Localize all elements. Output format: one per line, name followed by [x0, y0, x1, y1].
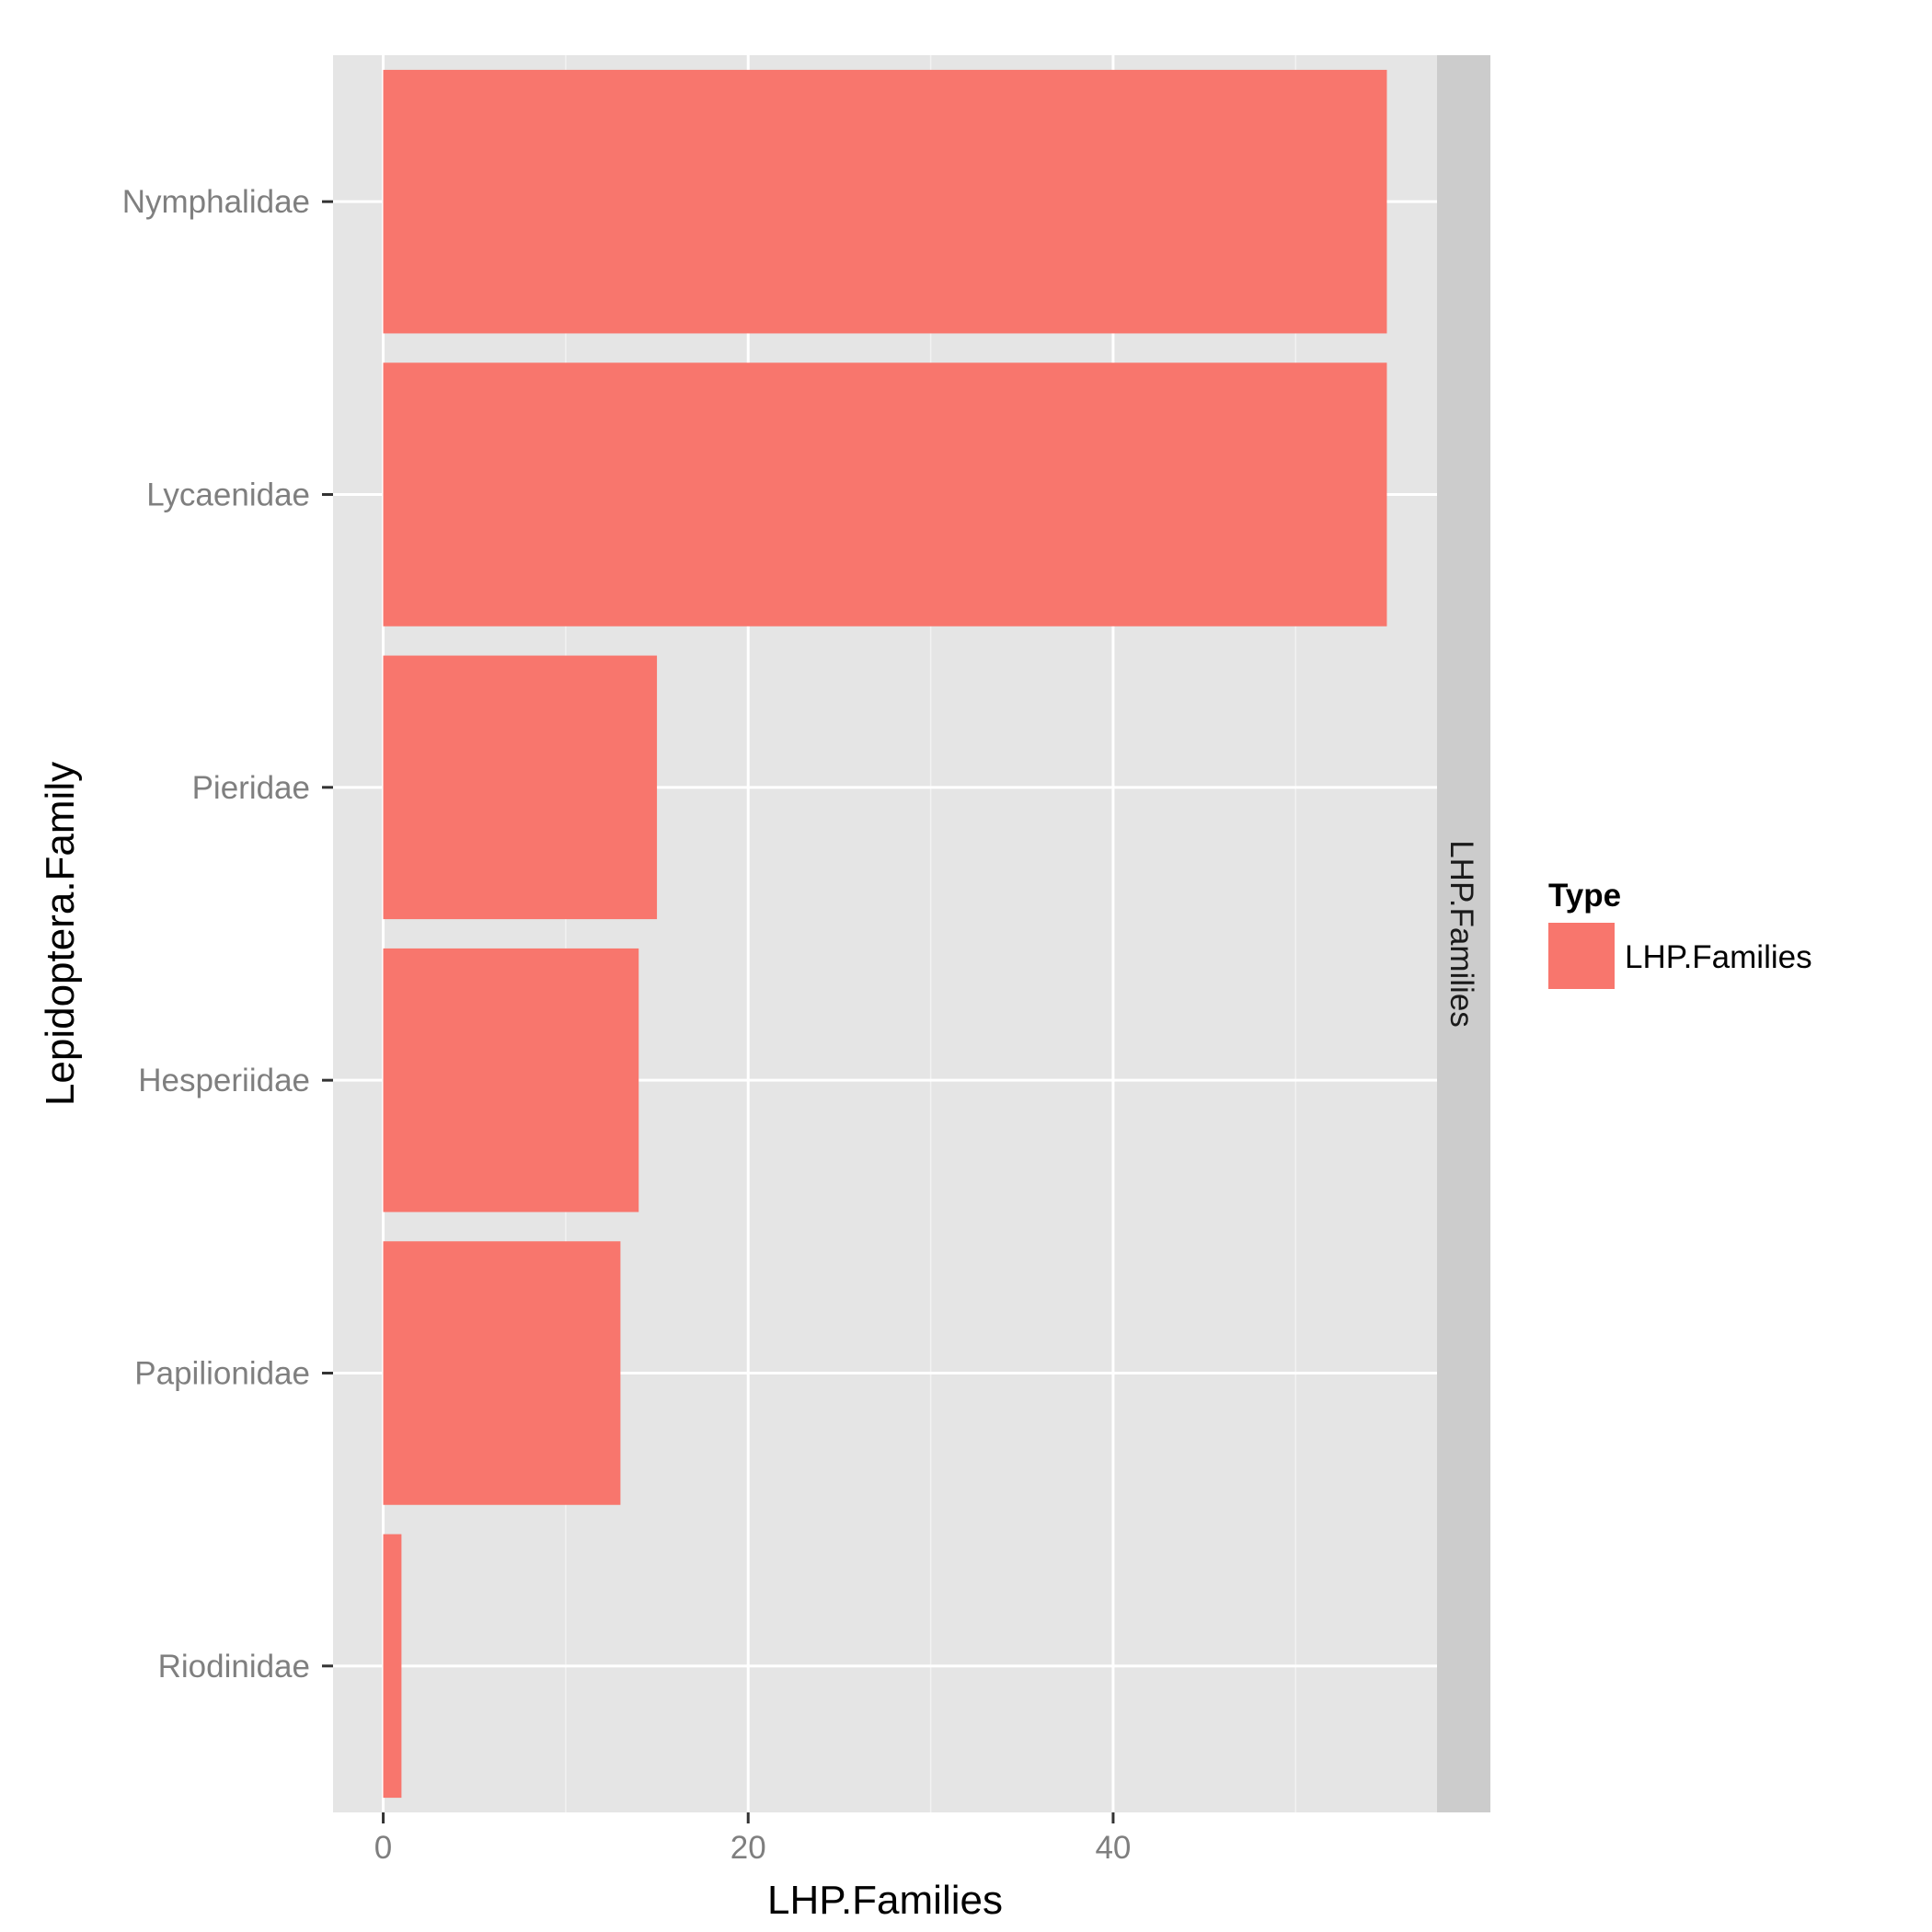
bars	[383, 69, 1387, 1799]
x-axis-title: LHP.Families	[767, 1878, 1003, 1923]
legend: Type LHP.Families	[1548, 878, 1812, 989]
y-tick-label: Pieridae	[192, 770, 310, 806]
legend-label: LHP.Families	[1625, 939, 1812, 975]
bar-papilionidae	[383, 1241, 621, 1505]
x-tick-label: 20	[730, 1830, 766, 1866]
x-axis: 0 20 40	[374, 1812, 1131, 1866]
y-tick-label: Hesperiidae	[138, 1063, 310, 1098]
plot-panel	[333, 55, 1437, 1812]
legend-key	[1548, 923, 1615, 989]
bar-riodinidae	[383, 1534, 402, 1799]
facet-strip	[1437, 55, 1490, 1812]
bar-hesperiidae	[383, 948, 639, 1213]
x-tick-label: 0	[374, 1830, 392, 1866]
y-tick-label: Papilionidae	[134, 1356, 310, 1392]
facet-strip-label: LHP.Families	[1443, 840, 1479, 1028]
y-tick-label: Lycaenidae	[146, 477, 310, 513]
bar-lycaenidae	[383, 362, 1387, 627]
legend-title: Type	[1548, 878, 1621, 914]
y-tick-label: Riodinidae	[158, 1649, 310, 1685]
bar-nymphalidae	[383, 69, 1387, 334]
y-axis-title: Lepidoptera.Family	[38, 762, 83, 1106]
y-axis: Riodinidae Papilionidae Hesperiidae Pierida…	[122, 184, 333, 1685]
x-tick-label: 40	[1095, 1830, 1131, 1866]
minor-gridlines	[565, 55, 1297, 1812]
y-tick-label: Nymphalidae	[122, 184, 310, 220]
bar-pieridae	[383, 655, 658, 920]
